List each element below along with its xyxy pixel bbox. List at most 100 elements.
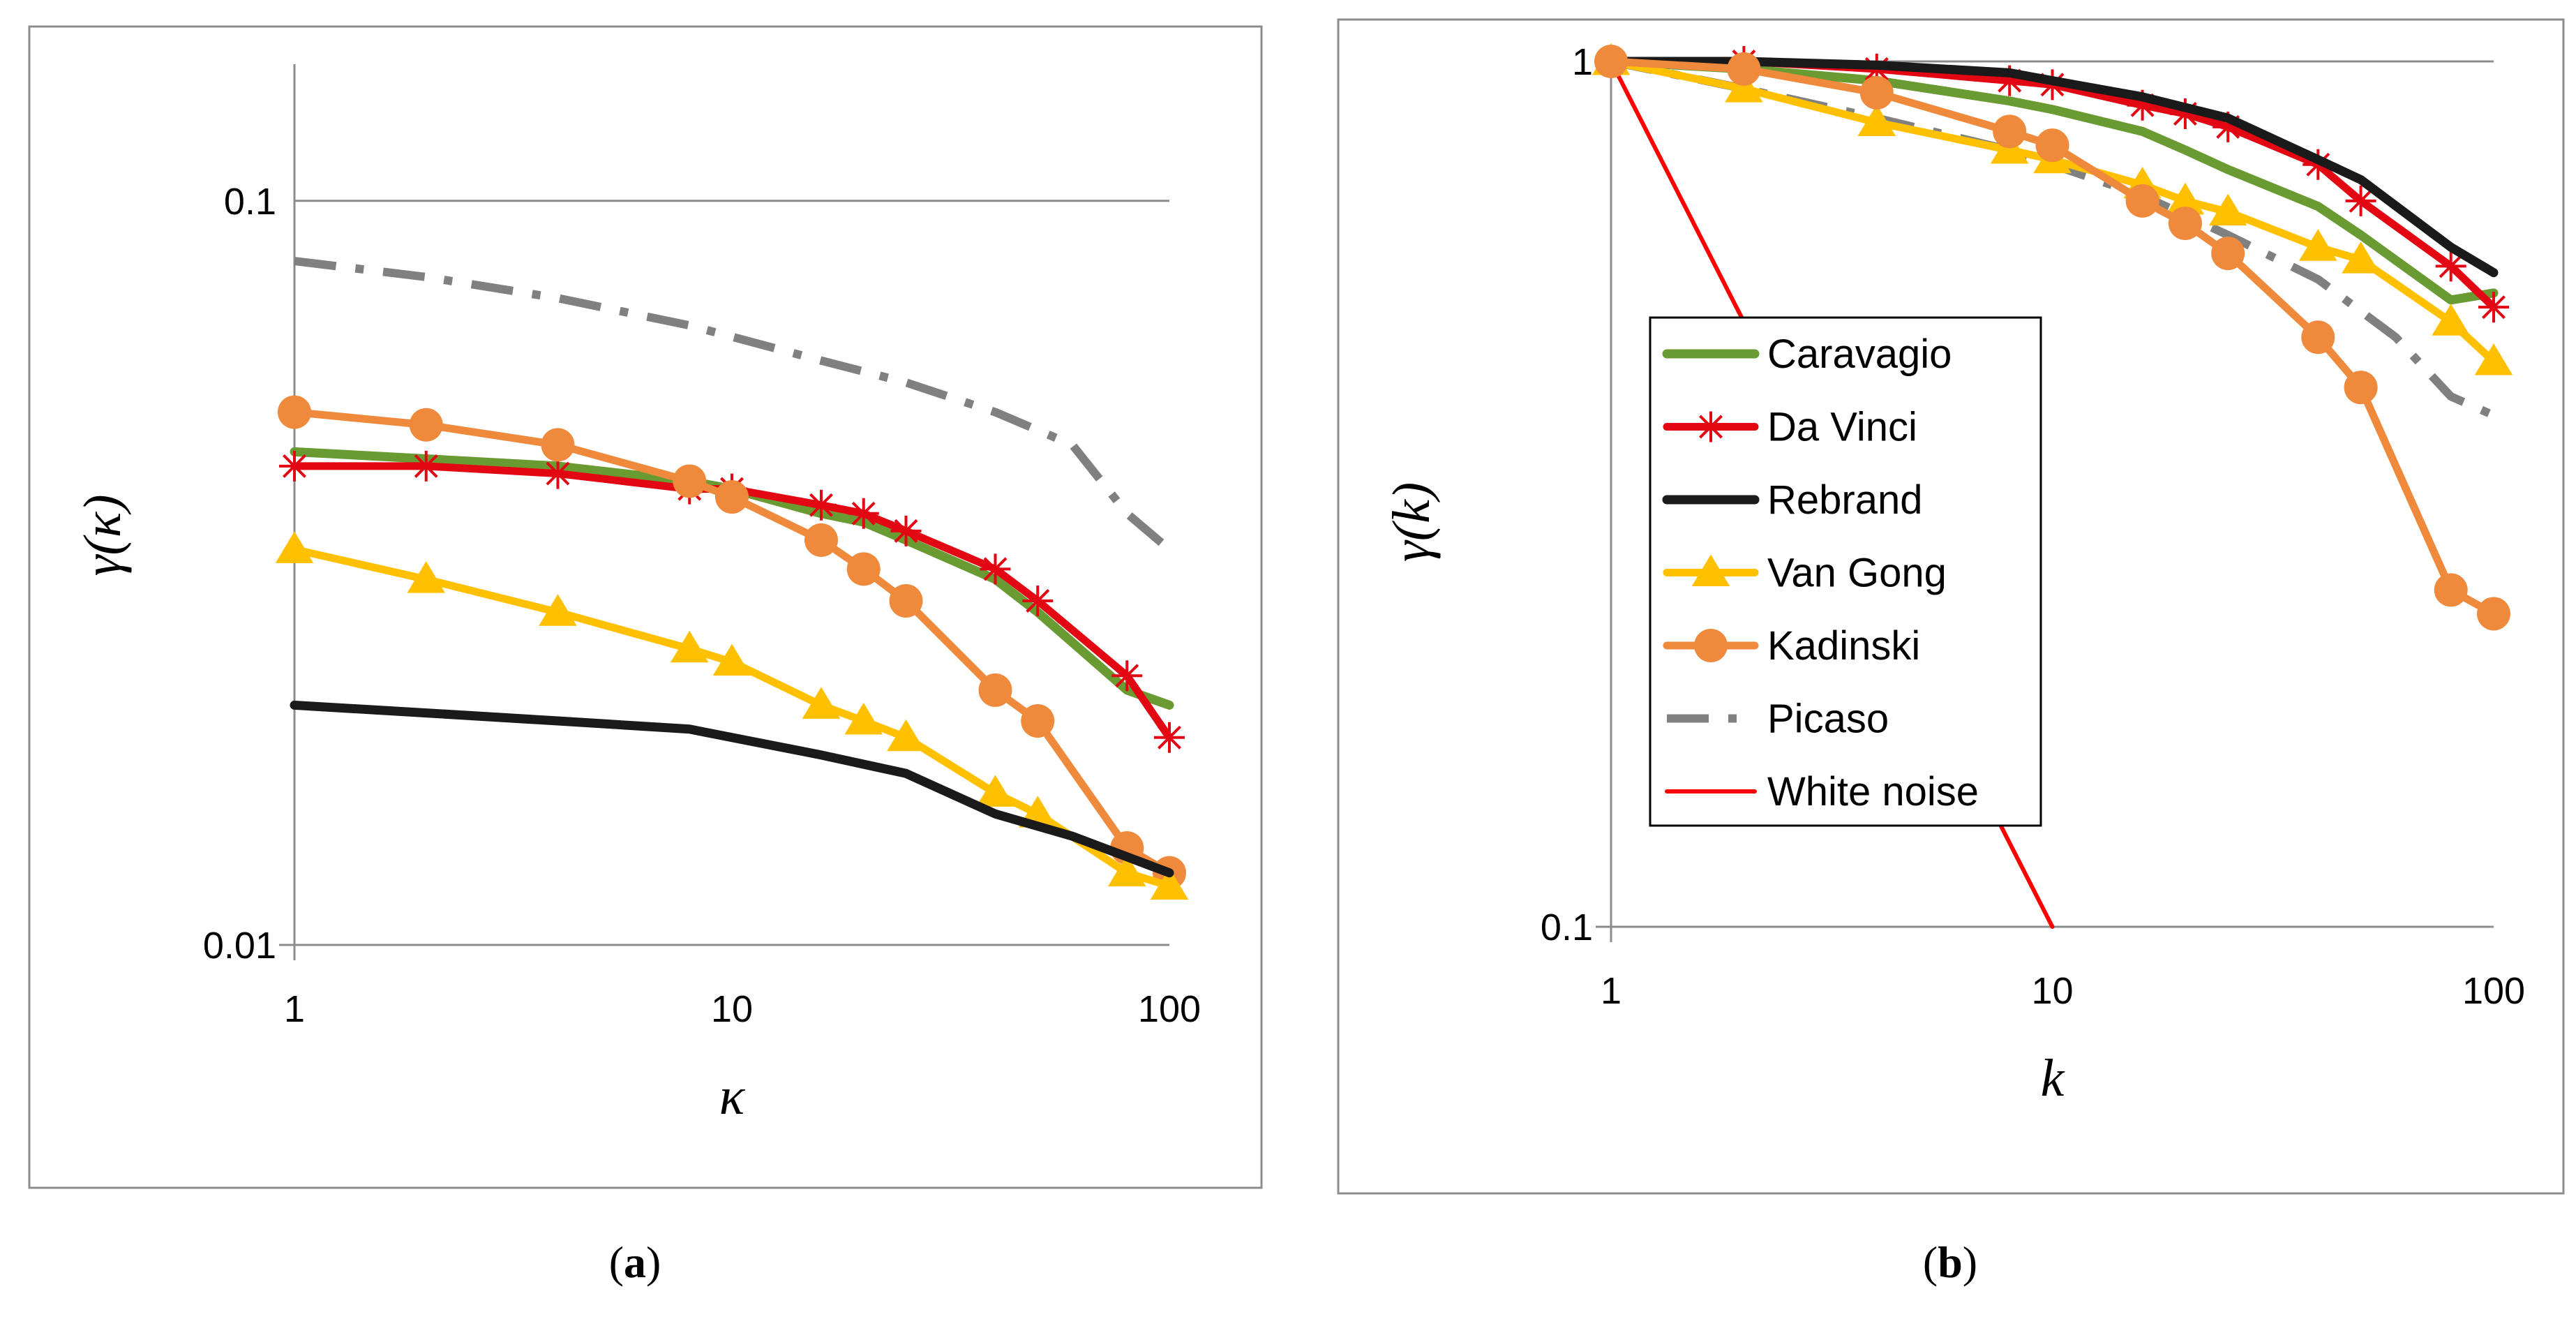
panel-a-series-da-vinci-point-9 [1022,585,1054,616]
panel-a-series-kadinski-point-1 [409,408,443,442]
panel-b-x-axis-title: k [2041,1049,2065,1108]
panel-b-series-kadinski-point-10 [2434,573,2468,607]
panel-b-legend-item-da-vinci: Da Vinci [1663,405,1917,450]
panel-a-ytick-label-1: 0.1 [224,181,276,223]
panel-b-series-kadinski [1594,45,2510,631]
panel-a-series-van-gong-point-8 [976,775,1014,807]
panel-a-ytick-label-0: 0.01 [203,925,276,967]
panel-a-series-kadinski-point-0 [278,395,311,429]
panel-a-x-axis-title: κ [719,1067,746,1126]
panel-b-series-kadinski-point-2 [1859,75,1894,110]
panel-b-legend-item-da-vinci-label: Da Vinci [1767,405,1917,450]
panel-b-xtick-label-1: 10 [2031,970,2073,1012]
panel-a-series-van-gong-point-6 [844,703,883,735]
panel-a-series-kadinski-point-8 [978,673,1012,707]
panel-a-series-kadinski-point-3 [673,464,707,498]
panel-b-series-van-gong-point-1 [1725,70,1763,103]
panel-a-y-axis-title: γ(κ) [73,494,132,576]
panel-b-legend-item-da-vinci-marker [1695,411,1726,442]
panel-b-series-da-vinci-point-10 [2435,251,2466,282]
panel-b-series-kadinski-point-11 [2477,597,2510,631]
panel-b-legend-item-kadinski-label: Kadinski [1767,623,1920,669]
panel-b-series-da-vinci-point-7 [2212,111,2244,142]
panel-b-series-van-gong-point-2 [1857,104,1896,137]
panel-a-series-kadinski-point-7 [889,583,923,618]
panel-a-series-van-gong-point-3 [670,630,709,663]
panel-b-y-axis-title: γ(k) [1382,482,1441,562]
panel-a-series-kadinski-point-4 [715,480,749,514]
panel-b-series-kadinski-point-3 [1993,114,2027,149]
panel-a-series-da-vinci-point-5 [805,489,837,521]
panel-a-series-rebrand [290,700,1174,878]
panel-b-series-da-vinci-point-9 [2345,185,2376,216]
panel-b-legend-item-caravagio-label: Caravagio [1767,331,1952,377]
panel-b-ytick-label-1: 1 [1572,41,1593,83]
panel-b-legend-item-picaso-label: Picaso [1767,696,1889,742]
chart-panel-a: 1 10 100 0.01 0.1 κ γ(κ) (a) [28,25,1263,1287]
panel-a-series-da-vinci-point-6 [848,498,879,529]
panel-a-series-kadinski-point-2 [541,428,575,462]
panel-a-series-rebrand-line [290,700,1174,878]
panel-a-series-da-vinci-line [290,462,1174,742]
panel-b-legend-item-van-gong-marker [1691,554,1730,586]
panel-b-series-kadinski-point-0 [1594,45,1628,78]
panel-a-series-da-vinci-point-1 [410,450,442,482]
panel-b-series-kadinski-point-7 [2211,237,2245,271]
panel-a-xtick-label-2: 100 [1138,988,1201,1030]
panel-a-series-van-gong-point-0 [275,531,314,563]
panel-b-xtick-label-2: 100 [2462,970,2525,1012]
panel-b-series-da-vinci-point-11 [2478,292,2509,323]
panel-b-xtick-label-0: 1 [1601,970,1622,1012]
panel-b-series-caravagio [1606,57,2499,305]
panel-a-series-picaso [294,257,1172,553]
panel-a-series-caravagio-line [290,447,1174,710]
panel-b-series-kadinski-point-6 [2168,206,2202,240]
panel-b-legend-item-kadinski-marker [1694,629,1728,662]
panel-b-series-van-gong-point-10 [2432,304,2471,336]
panel-b-series-van-gong-point-9 [2342,241,2380,274]
panel-b-series-da-vinci-point-3 [1994,65,2025,96]
panel-b-legend-item-van-gong-label: Van Gong [1767,551,1947,596]
panel-b-series-kadinski-point-1 [1727,52,1761,86]
panel-a-series-da-vinci-point-7 [890,515,922,546]
panel-b-series-van-gong-point-7 [2208,193,2247,226]
panel-b-series-kadinski-point-5 [2125,184,2159,218]
panel-b-series-van-gong-point-8 [2299,229,2337,261]
panel-b-legend-item-white-noise: White noise [1665,769,1979,814]
panel-a-series-picaso-line [294,257,1172,553]
panel-b-series-van-gong-point-11 [2474,343,2513,375]
panel-b-legend: Caravagio Da Vinci Rebrand Van Gong Kadinski… [1649,316,2042,827]
panel-b-series-da-vinci-point-6 [2169,98,2201,129]
panel-a-series-van-gong-point-2 [539,594,577,626]
panel-a-xtick-label-1: 10 [711,988,753,1030]
panel-a-series-kadinski-line [290,408,1174,877]
panel-b-legend-item-caravagio: Caravagio [1662,331,1952,377]
panel-b-series-kadinski-point-4 [2035,128,2069,163]
panel-b-series-caravagio-line [1606,57,2499,305]
panel-a-series-van-gong-point-10 [1107,854,1146,887]
panel-a-caption: (a) [609,1237,661,1287]
panel-b-legend-item-rebrand-label: Rebrand [1767,477,1922,523]
panel-a-series-van-gong-point-4 [712,643,751,676]
panel-b-legend-item-picaso: Picaso [1667,696,1889,742]
panel-a-series-caravagio [290,447,1174,710]
panel-a-series-van-gong [275,531,1189,900]
panel-b-series-kadinski-line [1607,57,2498,618]
panel-a-series-van-gong-point-11 [1150,867,1189,900]
panel-b-legend-item-rebrand: Rebrand [1662,477,1922,523]
panel-b-series-kadinski-point-8 [2301,320,2335,355]
panel-b-legend-item-white-noise-label: White noise [1767,769,1979,814]
panel-a-series-kadinski-point-6 [846,552,881,586]
panel-a-series-da-vinci-point-2 [542,458,574,489]
panel-b-caption: (b) [1923,1237,1977,1287]
panel-a-series-da-vinci-point-11 [1154,722,1185,753]
panel-a-series-da-vinci-point-8 [980,553,1011,585]
panel-b-series-kadinski-point-9 [2344,371,2378,405]
panel-b-series-van-gong-point-6 [2166,182,2205,215]
panel-b-series-rebrand-line [1606,57,2499,278]
panel-b-series-rebrand [1606,57,2499,278]
panel-b-ytick-label-0: 0.1 [1541,907,1593,948]
panel-a-series-da-vinci-point-0 [279,450,310,482]
